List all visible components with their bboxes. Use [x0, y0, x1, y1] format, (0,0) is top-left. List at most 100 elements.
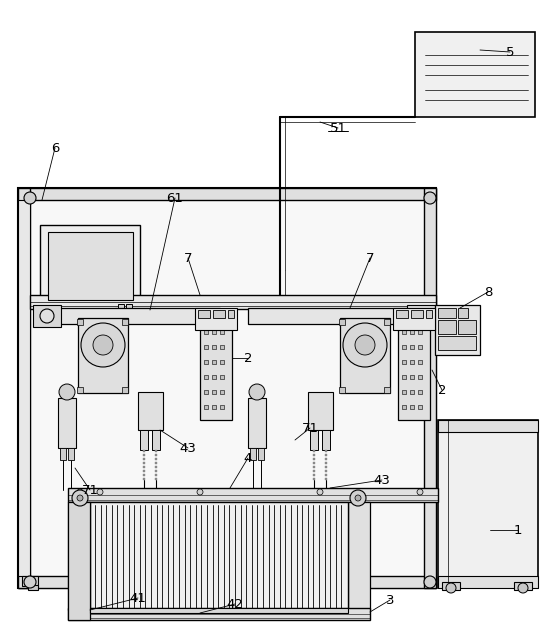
Bar [325, 466, 327, 468]
Bar [55, 308, 220, 324]
Bar [68, 502, 90, 610]
Bar [140, 430, 148, 450]
Bar [438, 308, 456, 318]
Bar [78, 318, 128, 393]
Bar [415, 32, 535, 117]
Bar [248, 398, 266, 448]
Bar [68, 488, 438, 502]
Bar [313, 454, 315, 456]
Bar [220, 375, 224, 379]
Bar [22, 576, 38, 586]
Bar [220, 330, 224, 334]
Bar [143, 466, 145, 468]
Circle shape [77, 489, 83, 495]
Bar [424, 188, 436, 588]
Circle shape [518, 583, 528, 593]
Bar [18, 188, 436, 200]
Bar [418, 345, 422, 349]
Bar [90, 608, 348, 613]
Bar [155, 458, 157, 460]
Bar [77, 319, 83, 325]
Circle shape [317, 489, 323, 495]
Circle shape [24, 192, 36, 204]
Bar [18, 200, 30, 576]
Bar [313, 458, 315, 460]
Bar [438, 336, 476, 350]
Bar [18, 188, 30, 588]
Bar [40, 225, 140, 310]
Bar [325, 454, 327, 456]
Text: 2: 2 [438, 384, 446, 396]
Text: 7: 7 [366, 251, 374, 265]
Text: 61: 61 [166, 191, 184, 204]
Bar [143, 458, 145, 460]
Bar [220, 405, 224, 409]
Bar [152, 430, 160, 450]
Bar [258, 448, 264, 460]
Bar [68, 448, 74, 460]
Bar [143, 462, 145, 464]
Bar [325, 474, 327, 476]
Bar [313, 474, 315, 476]
Bar [204, 390, 208, 394]
Bar [438, 420, 538, 432]
Bar [410, 330, 414, 334]
Bar [411, 310, 423, 318]
Bar [313, 470, 315, 472]
Circle shape [24, 576, 36, 588]
Bar [155, 474, 157, 476]
Circle shape [355, 495, 361, 501]
Bar [204, 360, 208, 364]
Bar [122, 319, 128, 325]
Circle shape [424, 192, 436, 204]
Bar [126, 304, 132, 322]
Bar [33, 305, 61, 327]
Text: 7: 7 [184, 251, 192, 265]
Bar [90, 502, 348, 610]
Bar [48, 232, 133, 300]
Bar [212, 375, 216, 379]
Bar [30, 295, 436, 309]
Bar [250, 448, 256, 460]
Text: 43: 43 [374, 473, 390, 487]
Bar [313, 462, 315, 464]
Bar [325, 462, 327, 464]
Bar [143, 474, 145, 476]
Bar [28, 585, 38, 590]
Text: 2: 2 [244, 352, 253, 364]
Text: 71: 71 [301, 421, 319, 435]
Bar [228, 310, 234, 318]
Bar [438, 420, 538, 588]
Bar [426, 310, 432, 318]
Bar [410, 390, 414, 394]
Circle shape [249, 384, 265, 400]
Bar [204, 375, 208, 379]
Text: 51: 51 [330, 122, 346, 135]
Bar [212, 330, 216, 334]
Circle shape [355, 335, 375, 355]
Bar [458, 308, 468, 318]
Bar [220, 360, 224, 364]
Bar [155, 450, 157, 452]
Bar [68, 608, 370, 620]
Circle shape [72, 490, 88, 506]
Bar [418, 390, 422, 394]
Bar [407, 305, 435, 327]
Circle shape [93, 335, 113, 355]
Circle shape [446, 583, 456, 593]
Circle shape [81, 323, 125, 367]
Text: 1: 1 [514, 524, 522, 537]
Bar [402, 390, 406, 394]
Bar [396, 310, 408, 318]
Bar [213, 310, 225, 318]
Bar [68, 502, 90, 620]
Bar [458, 320, 476, 334]
Circle shape [417, 489, 423, 495]
Bar [60, 448, 66, 460]
Bar [212, 345, 216, 349]
Circle shape [97, 489, 103, 495]
Bar [384, 319, 390, 325]
Circle shape [77, 495, 83, 501]
Bar [393, 308, 435, 330]
Bar [348, 502, 370, 610]
